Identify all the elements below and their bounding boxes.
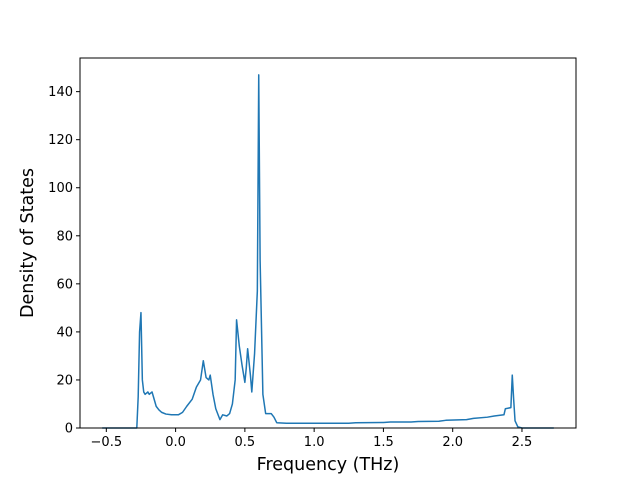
y-tick-label: 120 — [48, 133, 73, 148]
x-tick-label: 0.0 — [165, 435, 186, 450]
x-tick-label: 2.0 — [442, 435, 463, 450]
y-tick-label: 80 — [56, 229, 73, 244]
x-axis-ticks: −0.5 0.0 0.5 1.0 1.5 2.0 2.5 — [91, 428, 533, 450]
y-tick-label: 60 — [56, 277, 73, 292]
plot-area — [102, 74, 554, 429]
y-tick-label: 0 — [65, 422, 73, 437]
y-tick-label: 140 — [48, 85, 73, 100]
y-axis-ticks: 0 20 40 60 80 100 120 140 — [48, 85, 80, 437]
x-tick-label: 2.5 — [512, 435, 533, 450]
x-axis-label: Frequency (THz) — [257, 455, 400, 475]
y-tick-label: 100 — [48, 181, 73, 196]
x-tick-label: 1.5 — [373, 435, 394, 450]
y-axis-label: Density of States — [18, 168, 38, 318]
x-tick-label: 1.0 — [304, 435, 325, 450]
y-tick-label: 40 — [56, 325, 73, 340]
dos-series-line — [102, 74, 554, 429]
x-tick-label: −0.5 — [91, 435, 123, 450]
x-tick-label: 0.5 — [235, 435, 256, 450]
y-tick-label: 20 — [56, 373, 73, 388]
axes-frame — [79, 57, 577, 429]
